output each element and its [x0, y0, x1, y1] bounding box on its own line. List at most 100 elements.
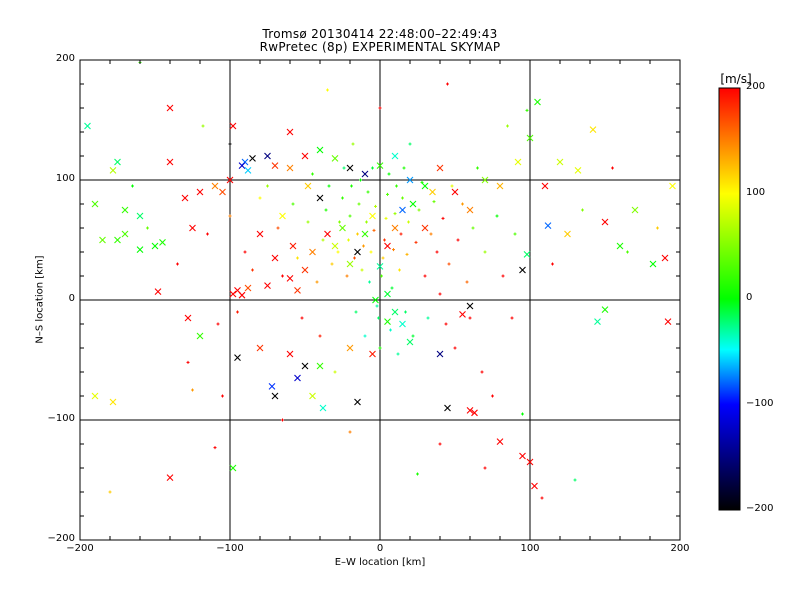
scatter-point-plus [251, 268, 254, 272]
scatter-point-plus [360, 268, 364, 272]
scatter-point-cross [369, 212, 376, 220]
scatter-point-cross [136, 246, 144, 253]
scatter-point-cross [564, 230, 571, 238]
scatter-point-plus [326, 88, 329, 92]
scatter-point-plus [399, 232, 403, 236]
scatter-point-plus [386, 192, 389, 196]
scatter-point-cross [384, 290, 391, 298]
colorbar-tick-label: −100 [746, 397, 774, 409]
scatter-point-cross [346, 344, 354, 352]
scatter-point-plus [540, 496, 544, 500]
scatter-point-cross [384, 242, 391, 250]
scatter-point-plus [426, 316, 430, 320]
scatter-point-plus [626, 250, 629, 254]
scatter-point-cross [229, 122, 237, 130]
scatter-point-plus [510, 316, 514, 320]
scatter-point-plus [350, 184, 353, 188]
scatter-point-cross [319, 404, 327, 412]
scatter-point-plus [551, 262, 554, 266]
y-axis-label: N–S location [km] [34, 255, 46, 344]
scatter-point-plus [296, 256, 299, 260]
scatter-point-cross [294, 374, 301, 382]
scatter-point-plus [501, 274, 505, 278]
scatter-point-plus [495, 214, 499, 218]
scatter-point-cross [304, 182, 312, 190]
scatter-point-cross [309, 248, 316, 256]
scatter-point-cross [114, 236, 121, 244]
scatter-point-cross [229, 464, 237, 472]
scatter-point-cross [264, 282, 271, 289]
scatter-point-cross [466, 206, 474, 214]
scatter-point-cross [661, 254, 669, 262]
scatter-point-cross [238, 162, 246, 169]
scatter-point-plus [369, 250, 373, 254]
scatter-point-cross [268, 383, 276, 390]
scatter-point-plus [191, 388, 194, 392]
scatter-point-plus [216, 322, 220, 326]
scatter-point-cross [121, 206, 129, 214]
scatter-point-cross [471, 409, 478, 417]
scatter-point-plus [446, 82, 449, 86]
scatter-point-plus [438, 292, 442, 296]
scatter-point-cross [531, 482, 538, 490]
scatter-point-plus [438, 442, 442, 446]
scatter-point-cross [459, 311, 466, 318]
scatter-point-plus [420, 180, 424, 184]
scatter-point-cross [244, 167, 252, 174]
scatter-point-plus [429, 232, 433, 236]
scatter-point-cross [514, 158, 522, 166]
scatter-point-cross [159, 239, 166, 246]
scatter-point-plus [276, 226, 280, 230]
scatter-point-cross [526, 134, 534, 142]
scatter-point-cross [346, 164, 354, 172]
scatter-point-plus [146, 226, 149, 230]
scatter-point-cross [211, 182, 219, 190]
scatter-point-plus [327, 184, 331, 188]
scatter-point-plus [525, 108, 529, 112]
scatter-point-cross [301, 266, 309, 274]
scatter-point-cross [271, 254, 279, 262]
scatter-point-plus [342, 166, 346, 170]
scatter-point-plus [414, 240, 418, 244]
scatter-point-cross [114, 158, 121, 166]
scatter-point-cross [249, 155, 256, 162]
colorbar-tick-label: 200 [746, 81, 766, 92]
scatter-point-plus [444, 322, 448, 326]
chart-subtitle: RwPretec (8p) EXPERIMENTAL SKYMAP [259, 40, 501, 54]
scatter-point-cross [309, 392, 316, 400]
scatter-point-plus [378, 106, 382, 110]
scatter-point-cross [534, 98, 541, 106]
colorbar-unit-label: [m/s] [720, 72, 752, 86]
scatter-point-cross [331, 155, 339, 162]
y-tick-label: 0 [68, 293, 75, 304]
scatter-point-cross [166, 158, 174, 166]
scatter-point-cross [444, 404, 451, 412]
scatter-point-cross [286, 164, 294, 172]
scatter-point-cross [556, 158, 564, 166]
scatter-point-plus [353, 256, 356, 260]
scatter-point-plus [441, 216, 445, 220]
scatter-point-cross [166, 104, 174, 112]
scatter-points [84, 60, 676, 500]
scatter-point-plus [186, 360, 190, 364]
x-tick-label: 200 [670, 543, 690, 554]
scatter-point-cross [376, 162, 384, 169]
scatter-point-plus [432, 200, 436, 204]
scatter-point-plus [383, 238, 386, 242]
scatter-point-cross [196, 332, 204, 340]
scatter-point-cross [481, 176, 489, 184]
scatter-point-plus [206, 232, 209, 236]
scatter-point-cross [136, 212, 144, 220]
scatter-point-plus [447, 262, 451, 266]
scatter-point-cross [244, 284, 252, 292]
scatter-point-plus [401, 196, 404, 200]
scatter-point-plus [573, 478, 577, 482]
scatter-point-plus [395, 184, 398, 188]
scatter-point-plus [362, 244, 365, 248]
scatter-point-plus [236, 310, 239, 314]
scatter-point-cross [616, 242, 624, 250]
scatter-point-plus [354, 310, 358, 314]
scatter-point-cross [229, 290, 237, 298]
scatter-point-cross [361, 230, 369, 238]
